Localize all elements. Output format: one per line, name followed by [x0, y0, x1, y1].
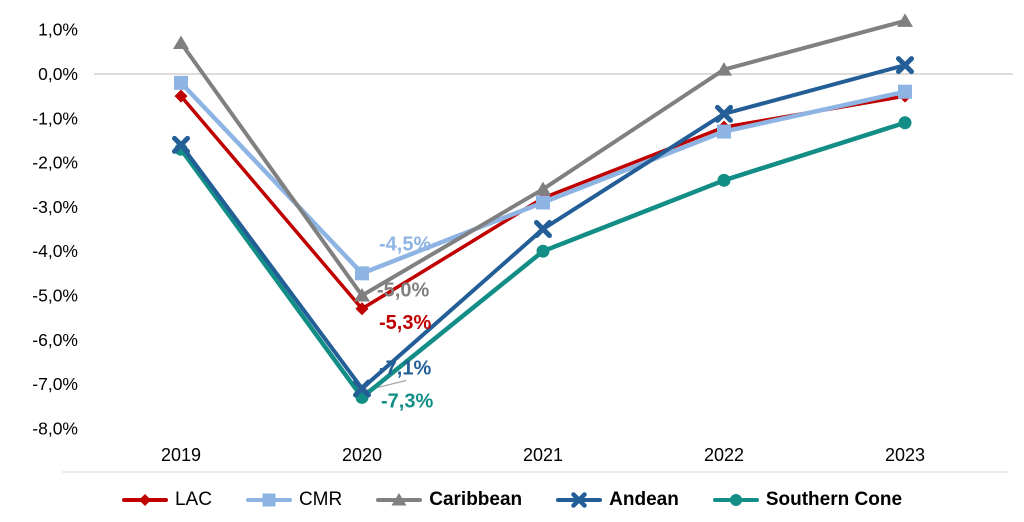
data-point-marker-x	[896, 56, 914, 75]
data-point-marker-x	[172, 135, 190, 154]
legend-label: CMR	[298, 489, 343, 510]
y-axis-tick-label: -4,0%	[32, 241, 78, 261]
data-point-marker-circle	[536, 244, 550, 258]
x-axis-year-label: 2020	[342, 445, 382, 465]
y-axis-tick-label: -2,0%	[32, 153, 78, 173]
x-axis-year-label: 2019	[161, 445, 201, 465]
data-point-marker-circle	[717, 173, 731, 187]
data-point-marker-square	[355, 266, 369, 281]
data-label-2020-lac: -5,3%	[379, 312, 431, 334]
x-axis-year-label: 2022	[704, 445, 744, 465]
legend-label: Caribbean	[429, 489, 523, 510]
data-point-marker-triangle	[897, 13, 913, 27]
y-axis-tick-label: -6,0%	[32, 330, 78, 350]
data-label-2020-southern-cone: -7,3%	[381, 390, 433, 412]
legend-marker-circle	[712, 492, 759, 508]
y-axis-tick-label: 0,0%	[38, 64, 78, 84]
line-chart: 1,0% 0,0% -1,0% -2,0% -3,0% -4,0% -5,0% -6,0% -7…	[32, 13, 1013, 473]
y-axis-tick-label: -8,0%	[32, 418, 78, 438]
x-axis-year-label: 2023	[885, 445, 925, 465]
data-point-marker-square	[898, 84, 912, 99]
legend-item-caribbean: Caribbean	[376, 489, 522, 511]
legend-label: LAC	[174, 489, 212, 510]
x-axis-year-label: 2021	[523, 445, 563, 465]
y-axis-tick-label: -3,0%	[32, 197, 78, 217]
data-point-marker-triangle	[716, 62, 732, 76]
data-point-marker-square	[717, 124, 731, 139]
data-label-2020-cmr: -4,5%	[379, 233, 431, 255]
legend-marker-square	[245, 492, 292, 508]
legend-label: Southern Cone	[765, 489, 903, 510]
data-point-marker-x	[715, 104, 733, 123]
data-label-2020-caribbean: -5,0%	[377, 280, 429, 302]
y-axis-tick-label: -7,0%	[32, 374, 78, 394]
data-point-marker-diamond	[355, 302, 369, 316]
data-point-marker-diamond	[174, 89, 188, 103]
chart-legend: LAC CMR Caribbean Andean Southern Cone	[0, 482, 1024, 518]
legend-item-lac: LAC	[121, 489, 212, 511]
data-point-marker-triangle	[173, 35, 189, 49]
data-point-marker-circle	[898, 116, 912, 130]
legend-item-cmr: CMR	[245, 489, 343, 511]
data-point-marker-square	[536, 195, 550, 210]
data-point-marker-triangle	[354, 288, 370, 302]
data-point-marker-x	[534, 220, 552, 239]
data-point-marker-x	[353, 379, 371, 398]
legend-marker-x	[556, 492, 603, 508]
data-point-marker-triangle	[535, 181, 551, 196]
data-point-marker-square	[174, 75, 188, 90]
data-label-2020-andean: -7,1%	[379, 358, 431, 380]
y-axis-tick-label: -1,0%	[32, 108, 78, 128]
series-line-southern-cone	[178, 120, 908, 400]
legend-item-andean: Andean	[556, 489, 679, 511]
legend-marker-triangle	[376, 492, 423, 508]
legend-item-southern-cone: Southern Cone	[712, 489, 903, 511]
legend-marker-diamond	[121, 492, 168, 508]
legend-label: Andean	[609, 489, 679, 510]
y-axis-tick-label: 1,0%	[38, 20, 78, 40]
y-axis-tick-label: -5,0%	[32, 286, 78, 306]
